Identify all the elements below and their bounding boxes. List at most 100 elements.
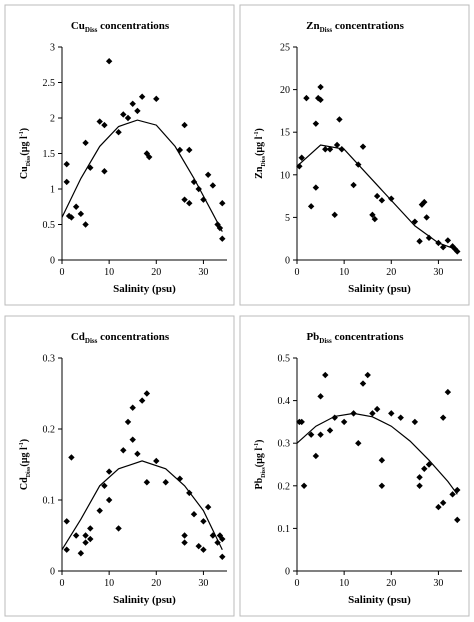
x-axis-label: Salinity (psu) (348, 594, 411, 606)
data-point (63, 546, 70, 553)
x-tick-label: 30 (198, 267, 208, 278)
title-element: Cu (71, 20, 85, 32)
x-tick-label: 20 (386, 267, 396, 278)
data-point (425, 461, 433, 468)
data-point (176, 146, 184, 154)
data-point (378, 482, 386, 489)
data-point (331, 414, 338, 421)
ylabel-superscript: -1 (254, 443, 260, 448)
y-tick-label: 3 (50, 43, 55, 54)
data-point (378, 197, 386, 204)
title-subscript: Diss (85, 26, 98, 34)
data-point (317, 393, 324, 400)
x-tick-label: 10 (104, 267, 114, 278)
data-point (82, 221, 89, 228)
ylabel-unit: (µg l (19, 136, 30, 156)
chart-title: CuDiss concentrations (71, 20, 170, 34)
data-point (359, 143, 367, 150)
title-text: concentrations (97, 20, 170, 32)
data-point (296, 163, 303, 170)
y-tick-label: 0.1 (43, 496, 56, 507)
data-point (219, 200, 226, 207)
data-point (373, 405, 381, 413)
ylabel-subscript: Diss (261, 467, 267, 478)
data-point (326, 146, 334, 153)
ylabel-element: Zn (254, 166, 265, 179)
title-text: concentrations (332, 331, 405, 343)
panel-frame (239, 315, 470, 617)
data-point (105, 496, 113, 504)
x-tick-label: 20 (151, 267, 161, 278)
title-subscript: Diss (319, 337, 332, 345)
data-point (181, 532, 188, 539)
y-tick-label: 0.3 (278, 439, 291, 450)
data-point (216, 224, 224, 232)
ylabel-close: ) (254, 128, 265, 131)
data-point (181, 539, 188, 546)
x-tick-label: 30 (433, 578, 443, 589)
data-point (439, 499, 447, 507)
data-point (96, 507, 103, 514)
y-axis-label: CuDiss(µg l-1) (19, 128, 32, 179)
data-point (444, 237, 452, 244)
data-point (317, 83, 324, 91)
title-subscript: Diss (320, 26, 333, 34)
data-point (72, 203, 80, 210)
data-point (416, 238, 423, 245)
data-point (416, 474, 423, 481)
data-point (326, 427, 334, 434)
ylabel-close: ) (254, 439, 265, 442)
data-point (444, 388, 452, 396)
data-point (105, 58, 113, 65)
data-point (134, 450, 141, 458)
data-point (153, 95, 160, 103)
title-element: Zn (306, 20, 319, 32)
data-point (101, 121, 108, 129)
data-point (138, 93, 146, 100)
data-point (371, 215, 378, 223)
data-point (421, 198, 428, 206)
data-point (209, 182, 217, 189)
chart-title: PbDiss concentrations (306, 331, 404, 345)
y-tick-label: 0.5 (278, 354, 291, 365)
data-point (312, 120, 320, 127)
data-point (298, 154, 305, 161)
x-tick-label: 10 (104, 578, 114, 589)
ylabel-subscript: Diss (26, 466, 32, 477)
x-tick-label: 0 (60, 267, 65, 278)
fit-curve (296, 412, 458, 495)
y-tick-label: 0.4 (278, 396, 291, 407)
x-tick-label: 0 (60, 578, 65, 589)
title-element: Pb (306, 331, 319, 343)
data-point (195, 542, 202, 550)
y-tick-label: 0 (285, 567, 290, 578)
x-tick-label: 0 (295, 578, 300, 589)
x-axis-label: Salinity (psu) (348, 283, 411, 295)
panel-frame (4, 315, 235, 617)
data-point (143, 390, 151, 397)
data-point (200, 546, 207, 553)
data-point (300, 482, 308, 489)
fit-curve (61, 119, 223, 232)
data-point (200, 518, 207, 525)
data-point (355, 161, 362, 168)
y-tick-label: 10 (280, 170, 290, 181)
y-tick-label: 2 (50, 114, 55, 125)
y-tick-label: 0.2 (43, 425, 56, 436)
data-point (219, 235, 226, 242)
y-tick-label: 0.2 (278, 481, 291, 492)
data-point (312, 452, 320, 460)
data-point (331, 211, 338, 219)
data-point (214, 539, 221, 546)
ylabel-superscript: -1 (254, 132, 260, 137)
data-point (204, 503, 212, 511)
data-point (435, 503, 442, 511)
x-axis-label: Salinity (psu) (113, 594, 176, 606)
data-point (72, 532, 80, 539)
data-point (209, 532, 217, 539)
fit-curve (296, 144, 458, 251)
data-point (369, 410, 376, 417)
